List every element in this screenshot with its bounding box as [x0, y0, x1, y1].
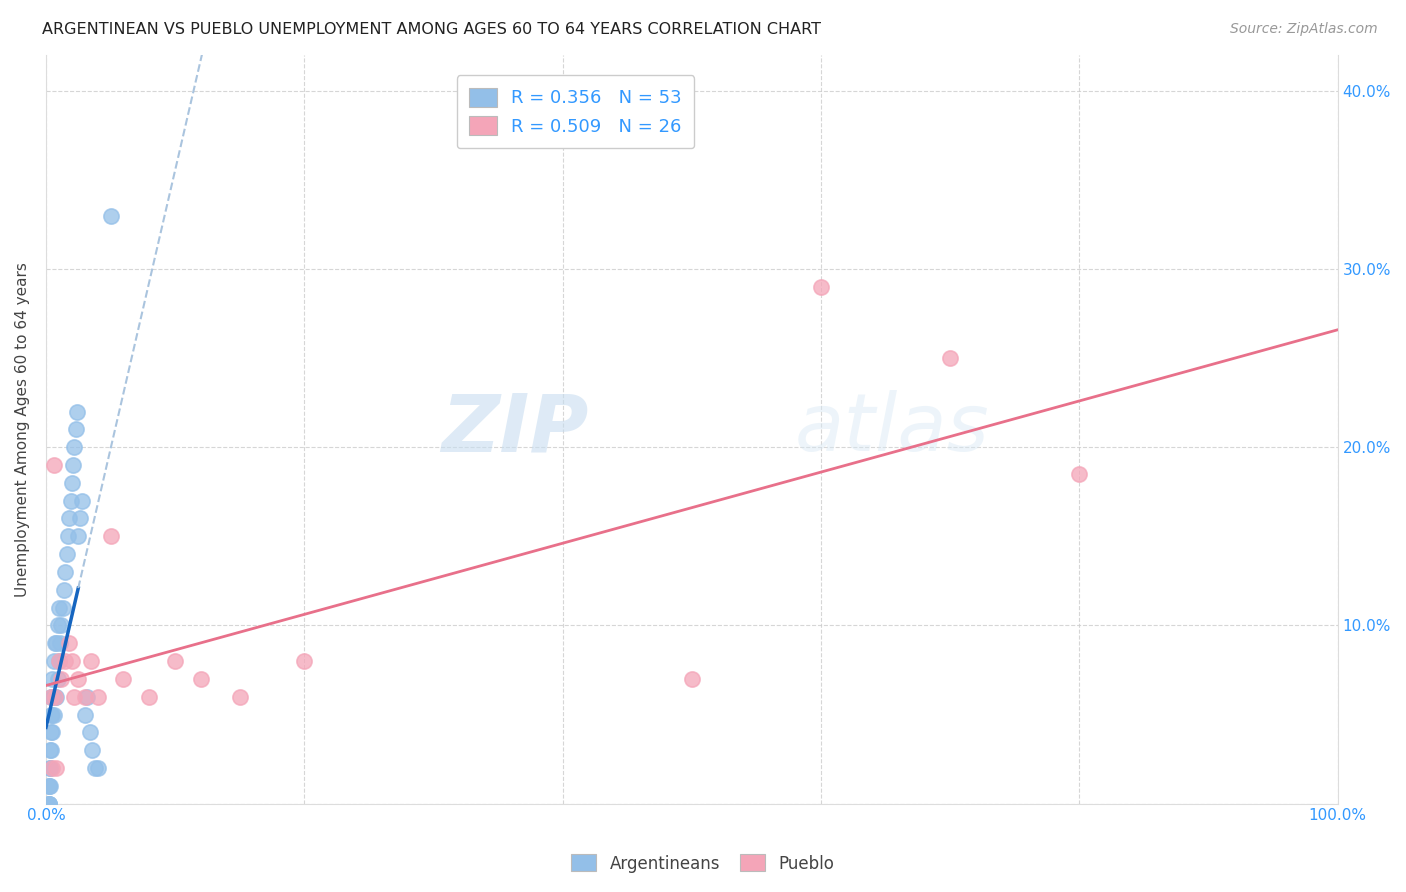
- Point: [100, 529, 122, 543]
- Point: [48, 654, 70, 668]
- Point: [59, 493, 82, 508]
- Point: [51, 618, 73, 632]
- Point: [48, 654, 70, 668]
- Point: [42, 707, 65, 722]
- Point: [44, 690, 66, 704]
- Point: [38, 779, 60, 793]
- Point: [38, 797, 60, 811]
- Point: [38, 761, 60, 775]
- Point: [45, 761, 67, 775]
- Point: [100, 209, 122, 223]
- Point: [38, 761, 60, 775]
- Text: ARGENTINEAN VS PUEBLO UNEMPLOYMENT AMONG AGES 60 TO 64 YEARS CORRELATION CHART: ARGENTINEAN VS PUEBLO UNEMPLOYMENT AMONG…: [42, 22, 821, 37]
- Point: [38, 743, 60, 757]
- Point: [49, 636, 72, 650]
- Point: [67, 672, 90, 686]
- Point: [86, 690, 108, 704]
- Point: [60, 654, 83, 668]
- Point: [41, 707, 63, 722]
- Text: Source: ZipAtlas.com: Source: ZipAtlas.com: [1230, 22, 1378, 37]
- Point: [69, 511, 91, 525]
- Point: [165, 654, 187, 668]
- Point: [56, 529, 79, 543]
- Legend: Argentineans, Pueblo: Argentineans, Pueblo: [565, 847, 841, 880]
- Point: [79, 725, 101, 739]
- Point: [42, 458, 65, 472]
- Point: [86, 761, 108, 775]
- Point: [46, 618, 69, 632]
- Point: [62, 458, 84, 472]
- Point: [53, 565, 76, 579]
- Point: [63, 440, 86, 454]
- Point: [73, 690, 96, 704]
- Point: [39, 743, 62, 757]
- Point: [38, 797, 60, 811]
- Point: [39, 690, 62, 704]
- Point: [70, 493, 93, 508]
- Text: atlas: atlas: [796, 391, 990, 468]
- Point: [190, 672, 212, 686]
- Point: [66, 404, 89, 418]
- Point: [82, 743, 104, 757]
- Point: [67, 529, 90, 543]
- Point: [41, 725, 63, 739]
- Point: [48, 600, 70, 615]
- Point: [76, 690, 98, 704]
- Point: [44, 636, 66, 650]
- Point: [73, 707, 96, 722]
- Point: [60, 475, 83, 490]
- Point: [42, 654, 65, 668]
- Point: [63, 690, 86, 704]
- Point: [1069, 467, 1091, 481]
- Point: [42, 690, 65, 704]
- Point: [41, 672, 63, 686]
- Y-axis label: Unemployment Among Ages 60 to 64 years: Unemployment Among Ages 60 to 64 years: [15, 262, 30, 597]
- Point: [39, 725, 62, 739]
- Point: [939, 351, 962, 365]
- Text: ZIP: ZIP: [441, 391, 589, 468]
- Point: [39, 690, 62, 704]
- Point: [65, 422, 87, 436]
- Point: [58, 636, 80, 650]
- Point: [58, 511, 80, 525]
- Point: [810, 280, 832, 294]
- Point: [45, 636, 67, 650]
- Point: [292, 654, 315, 668]
- Point: [681, 672, 703, 686]
- Point: [38, 779, 60, 793]
- Point: [84, 761, 107, 775]
- Point: [52, 600, 75, 615]
- Point: [228, 690, 250, 704]
- Point: [38, 779, 60, 793]
- Legend: R = 0.356   N = 53, R = 0.509   N = 26: R = 0.356 N = 53, R = 0.509 N = 26: [457, 76, 695, 148]
- Point: [53, 582, 76, 597]
- Point: [80, 654, 103, 668]
- Point: [138, 690, 160, 704]
- Point: [38, 797, 60, 811]
- Point: [41, 761, 63, 775]
- Point: [46, 672, 69, 686]
- Point: [112, 672, 135, 686]
- Point: [45, 690, 67, 704]
- Point: [53, 654, 76, 668]
- Point: [55, 547, 77, 561]
- Point: [51, 672, 73, 686]
- Point: [44, 690, 66, 704]
- Point: [39, 707, 62, 722]
- Point: [41, 690, 63, 704]
- Point: [38, 797, 60, 811]
